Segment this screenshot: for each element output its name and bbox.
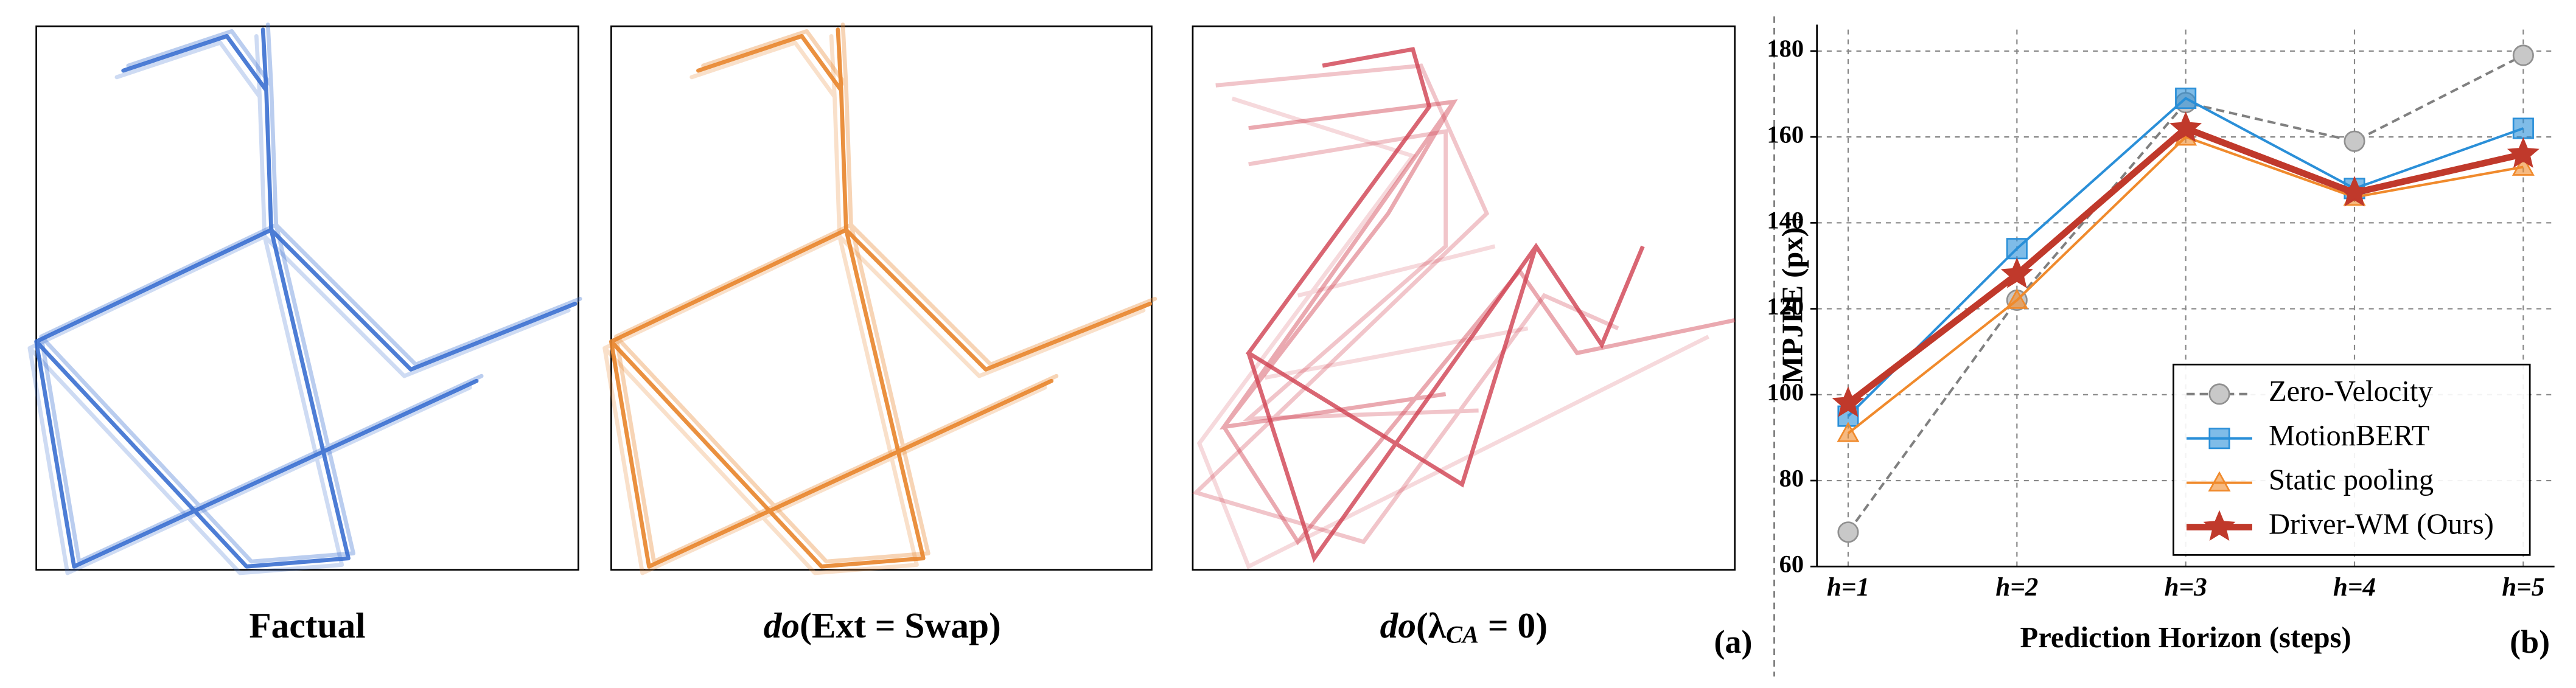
marker bbox=[2175, 88, 2197, 109]
panel-label: (a) bbox=[1714, 624, 1753, 660]
caption: do(Ext = Swap) bbox=[764, 605, 1001, 645]
marker bbox=[2344, 130, 2365, 152]
legend-label: MotionBERT bbox=[2269, 419, 2429, 452]
y-tick-label: 120 bbox=[1767, 293, 1804, 320]
marker bbox=[2006, 238, 2028, 260]
chart: 60 80 100 120 140 160 180 h=1 h=2 h=3 h=4 h=5 Predic… bbox=[1767, 24, 2555, 660]
caption-part: do bbox=[764, 605, 800, 645]
legend-label: Zero-Velocity bbox=[2269, 375, 2433, 408]
marker bbox=[2208, 383, 2230, 405]
marker bbox=[1832, 386, 1865, 417]
marker bbox=[1837, 521, 1859, 543]
marker bbox=[1837, 422, 1860, 442]
x-tick-label: h=2 bbox=[1995, 573, 2038, 602]
marker bbox=[2203, 510, 2236, 541]
panel-label: (b) bbox=[2510, 624, 2550, 660]
panel-swap bbox=[605, 24, 1155, 573]
caption-part: CA bbox=[1446, 621, 1479, 648]
caption-part: Factual bbox=[249, 605, 365, 645]
marker bbox=[2507, 137, 2539, 168]
marker bbox=[2005, 288, 2028, 309]
marker bbox=[2512, 117, 2534, 139]
marker bbox=[2169, 111, 2202, 142]
marker bbox=[2208, 428, 2230, 450]
x-tick-label: h=1 bbox=[1827, 573, 1869, 602]
panel-ablation bbox=[1192, 25, 1736, 571]
y-tick-label: 160 bbox=[1767, 120, 1804, 148]
caption-part: (Ext = Swap) bbox=[800, 605, 1001, 645]
marker bbox=[2512, 44, 2534, 66]
y-tick-label: 140 bbox=[1767, 207, 1804, 234]
marker bbox=[2511, 155, 2535, 176]
y-tick-label: 180 bbox=[1767, 35, 1804, 62]
panel-factual bbox=[30, 24, 580, 573]
y-tick-label: 80 bbox=[1779, 464, 1804, 492]
y-tick-label: 100 bbox=[1767, 378, 1804, 406]
legend-label: Static pooling bbox=[2269, 464, 2434, 496]
caption-part: (λ bbox=[1416, 605, 1447, 645]
marker bbox=[2208, 471, 2231, 492]
caption-part: do bbox=[1380, 605, 1416, 645]
x-axis-label: Prediction Horizon (steps) bbox=[2020, 621, 2351, 654]
marker bbox=[2000, 257, 2033, 288]
legend-label: Driver-WM (Ours) bbox=[2269, 508, 2494, 541]
caption: Factual bbox=[249, 605, 365, 645]
caption: do(λCA = 0) bbox=[1380, 605, 1548, 648]
caption-part: = 0) bbox=[1479, 605, 1548, 645]
x-tick-label: h=4 bbox=[2333, 573, 2376, 602]
x-tick-label: h=5 bbox=[2502, 573, 2544, 602]
x-tick-label: h=3 bbox=[2165, 573, 2207, 602]
y-tick-label: 60 bbox=[1779, 551, 1804, 578]
marker bbox=[2338, 176, 2371, 207]
y-axis-label: MPJPE (px)↓ bbox=[1776, 212, 1809, 384]
